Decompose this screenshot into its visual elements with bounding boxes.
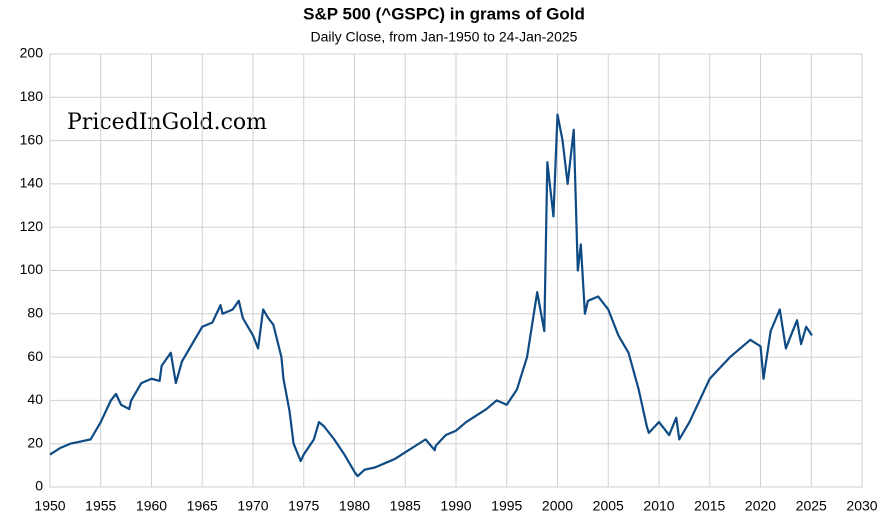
y-tick-label: 140 (20, 175, 44, 191)
x-tick-label: 1950 (34, 498, 65, 514)
x-tick-label: 2010 (643, 498, 674, 514)
chart-subtitle: Daily Close, from Jan-1950 to 24-Jan-202… (311, 29, 578, 45)
x-tick-label: 2015 (694, 498, 725, 514)
y-tick-label: 40 (27, 391, 43, 407)
x-tick-label: 2020 (745, 498, 776, 514)
x-tick-label: 2030 (846, 498, 877, 514)
y-tick-label: 60 (27, 348, 43, 364)
x-tick-label: 1965 (187, 498, 218, 514)
x-tick-label: 1970 (237, 498, 268, 514)
x-tick-label: 1995 (491, 498, 522, 514)
x-tick-label: 1985 (390, 498, 421, 514)
y-tick-label: 160 (20, 131, 44, 147)
y-tick-label: 20 (27, 434, 43, 450)
x-tick-label: 1990 (440, 498, 471, 514)
y-tick-label: 80 (27, 305, 43, 321)
x-tick-label: 1955 (85, 498, 116, 514)
y-tick-label: 180 (20, 88, 44, 104)
y-tick-label: 0 (35, 478, 43, 494)
watermark: PricedInGold.com (67, 110, 267, 135)
x-tick-label: 2005 (593, 498, 624, 514)
x-tick-label: 2000 (542, 498, 573, 514)
x-tick-label: 1960 (136, 498, 167, 514)
x-tick-label: 1980 (339, 498, 370, 514)
data-line (49, 113, 813, 478)
y-tick-label: 100 (20, 261, 44, 277)
y-tick-label: 120 (20, 218, 44, 234)
x-tick-label: 1975 (288, 498, 319, 514)
y-tick-label: 200 (20, 45, 44, 61)
chart-title: S&P 500 (^GSPC) in grams of Gold (303, 4, 585, 23)
x-tick-label: 2025 (796, 498, 827, 514)
